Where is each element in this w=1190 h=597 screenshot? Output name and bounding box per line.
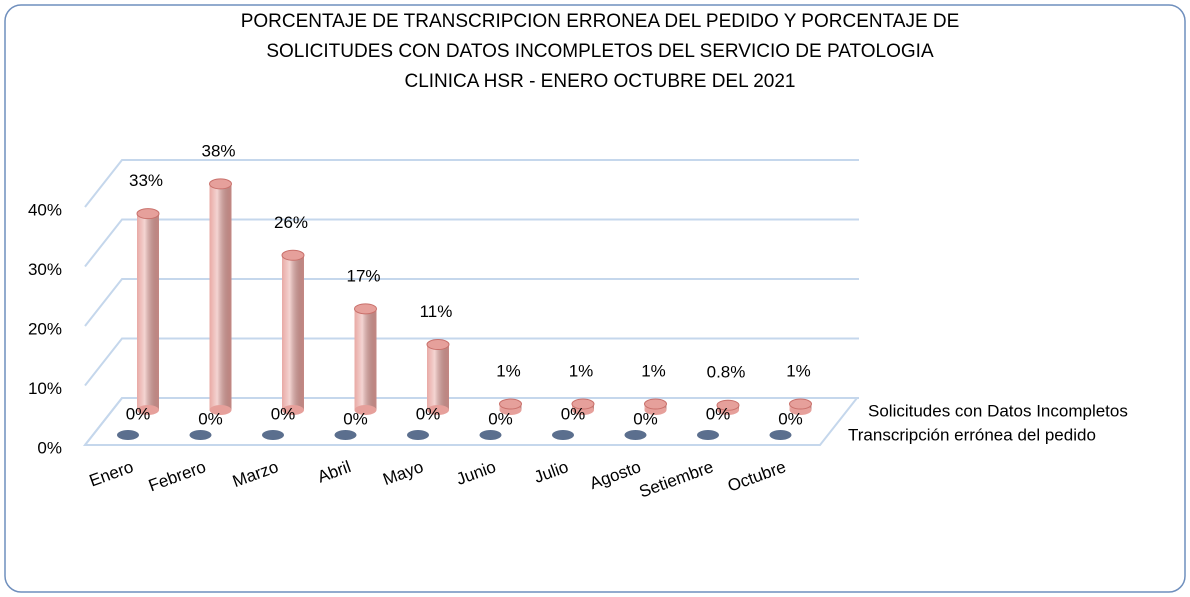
data-label: 1% <box>496 362 521 381</box>
y-tick-label: 0% <box>37 438 62 457</box>
chart-title: CLINICA HSR - ENERO OCTUBRE DEL 2021 <box>404 71 795 92</box>
bar-disc <box>769 430 792 440</box>
bar-disc <box>479 430 502 440</box>
y-tick-label: 10% <box>28 379 62 398</box>
data-label: 0% <box>633 409 658 428</box>
bar-disc <box>407 430 429 440</box>
bar-disc <box>189 430 212 440</box>
y-tick-label: 30% <box>28 260 62 279</box>
legend-label: Solicitudes con Datos Incompletos <box>868 401 1128 420</box>
bar-top <box>209 178 232 190</box>
data-label: 0% <box>271 404 296 423</box>
bar-top <box>354 303 377 315</box>
legend-label: Transcripción errónea del pedido <box>848 425 1096 444</box>
bar-disc <box>624 430 647 440</box>
data-label: 1% <box>786 362 811 381</box>
chart-title: PORCENTAJE DE TRANSCRIPCION ERRONEA DEL … <box>241 11 960 32</box>
bar-shade <box>282 255 304 410</box>
chart-border <box>4 4 1186 593</box>
data-label: 0% <box>778 409 803 428</box>
bar-top <box>716 399 740 411</box>
bar-shade <box>354 308 377 410</box>
grid-line <box>84 337 859 387</box>
data-label: 0% <box>343 409 368 428</box>
data-label: 17% <box>346 266 380 285</box>
data-label: 0% <box>198 409 223 428</box>
bar-top <box>571 398 595 410</box>
bar-top <box>499 398 522 410</box>
bar-disc <box>117 430 139 440</box>
data-label: 0% <box>416 404 441 423</box>
bar-disc <box>262 430 284 440</box>
y-tick-label: 20% <box>28 319 62 338</box>
data-label: 0% <box>706 404 731 423</box>
data-label: 0% <box>561 404 586 423</box>
bar-top <box>426 339 450 351</box>
bar-base <box>354 405 377 415</box>
grid-line <box>84 159 859 208</box>
bar-top <box>281 249 305 261</box>
data-label: 0% <box>126 404 151 423</box>
data-label: 26% <box>274 213 308 232</box>
bar-top <box>644 398 667 410</box>
bar-shade <box>427 344 449 410</box>
bar-disc <box>697 430 719 440</box>
data-label: 33% <box>129 171 163 190</box>
y-tick-label: 40% <box>28 200 62 219</box>
bar-top <box>136 208 160 220</box>
bar-disc <box>334 430 357 440</box>
bar-base <box>427 405 449 415</box>
bar-shade <box>209 183 232 410</box>
data-label: 0% <box>488 409 513 428</box>
chart-title: SOLICITUDES CON DATOS INCOMPLETOS DEL SE… <box>266 41 934 62</box>
grid-line <box>84 278 859 327</box>
grid-line <box>84 397 859 446</box>
bar-shade <box>137 213 159 410</box>
grid-line <box>84 218 859 268</box>
data-label: 0.8% <box>707 363 746 382</box>
bar-disc <box>552 430 574 440</box>
data-label: 11% <box>420 302 453 321</box>
data-label: 1% <box>641 362 666 381</box>
bar-top <box>789 398 812 410</box>
bar-base <box>282 405 304 415</box>
bar-base <box>209 405 232 415</box>
data-label: 38% <box>201 141 235 160</box>
bar-base <box>137 405 159 415</box>
data-label: 1% <box>569 362 594 381</box>
